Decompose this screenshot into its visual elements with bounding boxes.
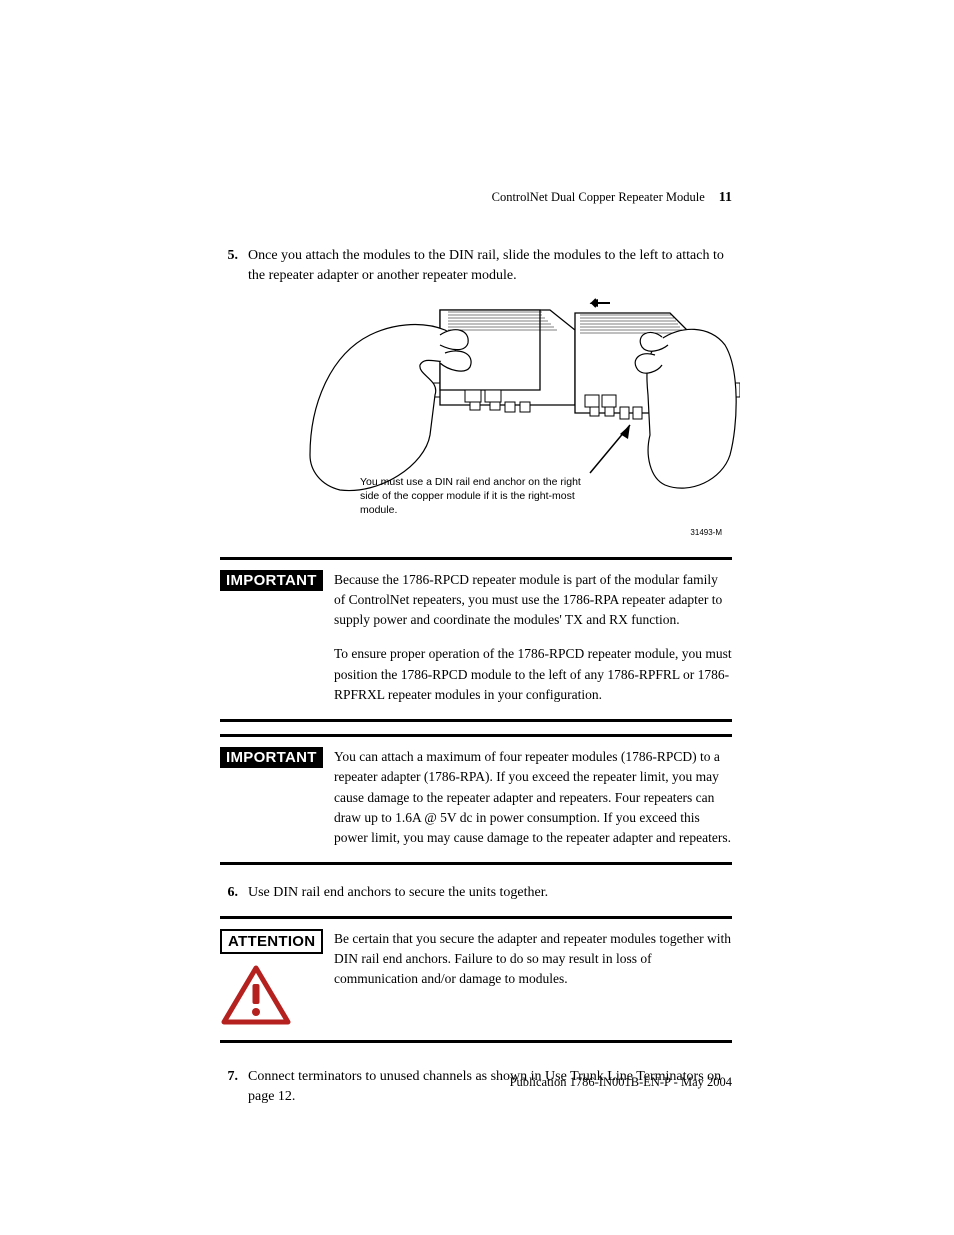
page-footer: Publication 1786-IN001B-EN-P - May 2004 bbox=[220, 1075, 732, 1090]
step-5: 5. Once you attach the modules to the DI… bbox=[220, 246, 732, 287]
important-text-2: You can attach a maximum of four repeate… bbox=[334, 747, 732, 848]
paragraph: To ensure proper operation of the 1786-R… bbox=[334, 644, 732, 705]
important-badge: IMPORTANT bbox=[220, 570, 323, 591]
attention-badge: ATTENTION bbox=[220, 929, 323, 954]
important-badge: IMPORTANT bbox=[220, 747, 323, 768]
step-6: 6. Use DIN rail end anchors to secure th… bbox=[220, 883, 732, 903]
paragraph: You can attach a maximum of four repeate… bbox=[334, 747, 732, 848]
important-block-1: IMPORTANT Because the 1786-RPCD repeater… bbox=[220, 557, 732, 723]
page-header: ControlNet Dual Copper Repeater Module 1… bbox=[220, 190, 732, 206]
figure-caption: You must use a DIN rail end anchor on th… bbox=[360, 475, 590, 518]
page-content: ControlNet Dual Copper Repeater Module 1… bbox=[220, 190, 732, 1115]
step-number: 6. bbox=[220, 883, 248, 903]
attention-text: Be certain that you secure the adapter a… bbox=[334, 929, 732, 990]
figure-din-rail: You must use a DIN rail end anchor on th… bbox=[290, 295, 732, 545]
step-number: 5. bbox=[220, 246, 248, 287]
warning-icon bbox=[220, 964, 292, 1026]
paragraph: Because the 1786-RPCD repeater module is… bbox=[334, 570, 732, 631]
step-text: Once you attach the modules to the DIN r… bbox=[248, 246, 732, 287]
important-block-2: IMPORTANT You can attach a maximum of fo… bbox=[220, 734, 732, 865]
publication-info: Publication 1786-IN001B-EN-P - May 2004 bbox=[510, 1075, 732, 1089]
attention-block: ATTENTION Be certain that you secure the… bbox=[220, 916, 732, 1043]
page-number: 11 bbox=[719, 190, 732, 206]
step-text: Use DIN rail end anchors to secure the u… bbox=[248, 883, 732, 903]
important-text-1: Because the 1786-RPCD repeater module is… bbox=[334, 570, 732, 706]
doc-title: ControlNet Dual Copper Repeater Module bbox=[492, 190, 705, 205]
figure-id: 31493-M bbox=[690, 528, 722, 537]
paragraph: Be certain that you secure the adapter a… bbox=[334, 929, 732, 990]
